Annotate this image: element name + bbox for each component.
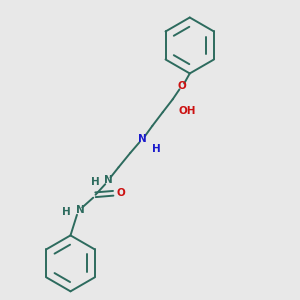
Text: O: O <box>117 188 125 198</box>
Text: H: H <box>62 207 71 217</box>
Text: N: N <box>138 134 147 144</box>
Text: OH: OH <box>179 106 196 116</box>
Text: N: N <box>104 175 112 185</box>
Text: H: H <box>152 144 161 154</box>
Text: N: N <box>76 206 84 215</box>
Text: H: H <box>91 177 100 187</box>
Text: O: O <box>177 81 186 92</box>
